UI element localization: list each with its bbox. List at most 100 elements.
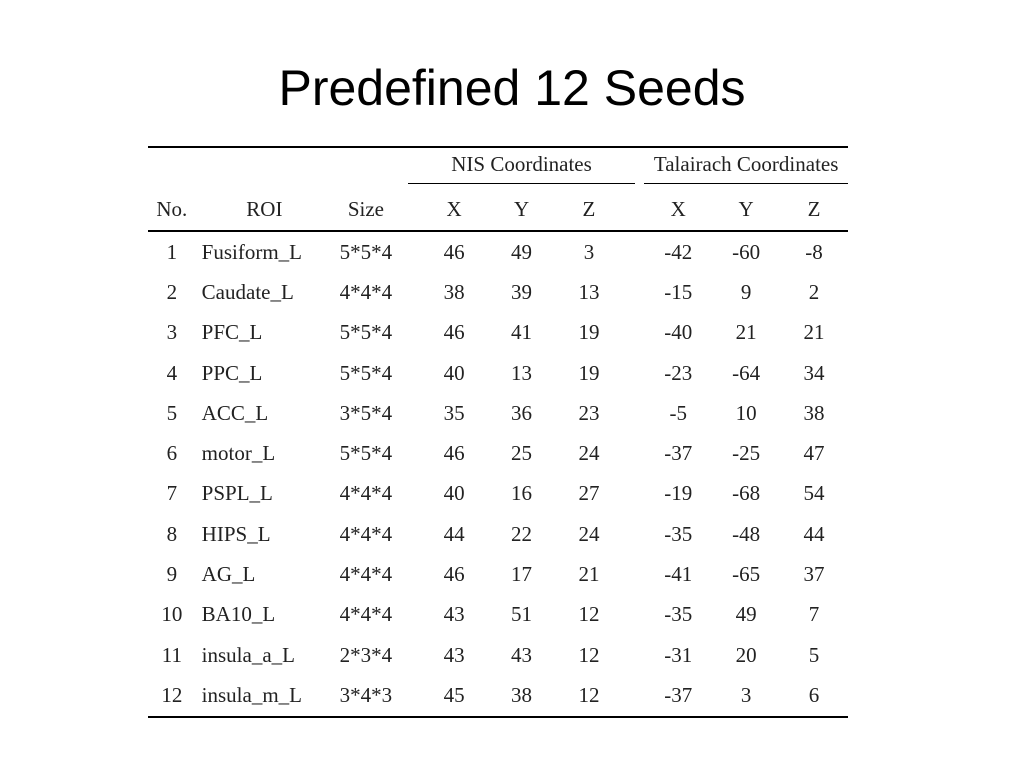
cell-roi: HIPS_L [201, 521, 271, 546]
cell-roi: Caudate_L [201, 279, 294, 304]
cell-size: 3*5*4 [339, 400, 393, 425]
cell-tal-x: -31 [664, 642, 693, 667]
cell-nis-x: 38 [443, 279, 465, 304]
cell-tal-y: -68 [732, 481, 761, 506]
cell-size: 4*4*4 [339, 279, 393, 304]
cell-tal-x: -19 [664, 481, 693, 506]
cell-no: 4 [166, 360, 178, 385]
cell-no: 1 [166, 239, 178, 264]
table-row: 2 Caudate_L 4*4*4 38 39 13 -15 9 2 [148, 272, 848, 312]
cell-nis-x: 44 [443, 521, 465, 546]
seeds-table-container: NIS Coordinates Talairach Coordinates No… [148, 146, 848, 718]
cell-tal-z: 34 [803, 360, 825, 385]
cell-tal-x: -41 [664, 562, 693, 587]
cell-tal-z: 2 [808, 279, 820, 304]
cell-tal-y: 20 [735, 642, 757, 667]
cell-nis-y: 36 [511, 400, 533, 425]
cell-no: 5 [166, 400, 178, 425]
col-header-size: Size [333, 188, 399, 232]
cell-tal-y: 49 [735, 602, 757, 627]
cell-nis-y: 13 [511, 360, 533, 385]
cell-nis-z: 23 [578, 400, 600, 425]
cell-roi: PSPL_L [201, 481, 273, 506]
cell-nis-x: 46 [443, 441, 465, 466]
col-header-tal-z: Z [780, 188, 848, 232]
cell-tal-y: -65 [732, 562, 761, 587]
cell-tal-z: 38 [803, 400, 825, 425]
nis-coordinates-header: NIS Coordinates [408, 152, 635, 184]
table-row: 7 PSPL_L 4*4*4 40 16 27 -19 -68 54 [148, 474, 848, 514]
cell-nis-x: 40 [443, 360, 465, 385]
col-header-roi: ROI [195, 188, 334, 232]
cell-size: 5*5*4 [339, 239, 393, 264]
cell-nis-y: 38 [487, 675, 556, 718]
cell-tal-z: 47 [803, 441, 825, 466]
cell-tal-y: -48 [732, 521, 761, 546]
column-header-row: No. ROI Size X Y Z X Y Z [148, 188, 848, 232]
cell-roi: PFC_L [201, 320, 263, 345]
cell-roi: BA10_L [201, 602, 276, 627]
cell-size: 5*5*4 [339, 320, 393, 345]
cell-no: 2 [166, 279, 178, 304]
cell-size: 5*5*4 [339, 441, 393, 466]
cell-roi: insula_m_L [195, 675, 334, 718]
cell-tal-z: 44 [803, 521, 825, 546]
cell-nis-z: 19 [578, 360, 600, 385]
slide-title: Predefined 12 Seeds [278, 60, 746, 116]
cell-nis-y: 25 [511, 441, 533, 466]
cell-nis-y: 22 [511, 521, 533, 546]
cell-no: 8 [166, 521, 178, 546]
table-row: 5 ACC_L 3*5*4 35 36 23 -5 10 38 [148, 393, 848, 433]
cell-tal-z: 37 [803, 562, 825, 587]
cell-tal-z: 21 [803, 320, 825, 345]
cell-tal-y: 9 [740, 279, 752, 304]
cell-tal-z: 6 [780, 675, 848, 718]
cell-no: 10 [161, 602, 183, 627]
col-header-tal-y: Y [712, 188, 781, 232]
cell-nis-x: 46 [443, 239, 465, 264]
cell-nis-y: 49 [511, 239, 533, 264]
cell-nis-z: 12 [578, 602, 600, 627]
cell-nis-z: 27 [578, 481, 600, 506]
seeds-table: NIS Coordinates Talairach Coordinates No… [148, 146, 848, 718]
cell-tal-x: -37 [664, 441, 693, 466]
col-header-nis-z: Z [555, 188, 623, 232]
table-row: 6 motor_L 5*5*4 46 25 24 -37 -25 47 [148, 433, 848, 473]
cell-tal-z: 7 [808, 602, 820, 627]
cell-tal-y: -60 [732, 239, 761, 264]
cell-tal-y: 3 [712, 675, 781, 718]
cell-nis-x: 40 [443, 481, 465, 506]
group-header-row: NIS Coordinates Talairach Coordinates [148, 146, 848, 188]
cell-nis-z: 12 [555, 675, 623, 718]
table-row: 10 BA10_L 4*4*4 43 51 12 -35 49 7 [148, 595, 848, 635]
cell-roi: ACC_L [201, 400, 269, 425]
cell-nis-x: 46 [443, 320, 465, 345]
cell-nis-z: 12 [578, 642, 600, 667]
table-row: 11 insula_a_L 2*3*4 43 43 12 -31 20 5 [148, 635, 848, 675]
table-row: 4 PPC_L 5*5*4 40 13 19 -23 -64 34 [148, 353, 848, 393]
cell-no: 12 [148, 675, 196, 718]
cell-nis-z: 3 [583, 239, 595, 264]
cell-tal-x: -42 [664, 239, 693, 264]
table-row: 12 insula_m_L 3*4*3 45 38 12 -37 3 6 [148, 675, 848, 718]
cell-size: 4*4*4 [339, 602, 393, 627]
cell-tal-y: 10 [735, 400, 757, 425]
cell-size: 4*4*4 [339, 521, 393, 546]
cell-size: 3*4*3 [333, 675, 399, 718]
cell-tal-y: -25 [732, 441, 761, 466]
cell-roi: motor_L [201, 441, 276, 466]
cell-roi: Fusiform_L [201, 239, 303, 264]
cell-tal-y: -64 [732, 360, 761, 385]
table-row: 8 HIPS_L 4*4*4 44 22 24 -35 -48 44 [148, 514, 848, 554]
cell-nis-y: 16 [511, 481, 533, 506]
cell-tal-z: 5 [808, 642, 820, 667]
cell-nis-z: 24 [578, 521, 600, 546]
cell-size: 4*4*4 [339, 562, 393, 587]
cell-tal-x: -35 [664, 602, 693, 627]
cell-size: 2*3*4 [339, 642, 393, 667]
cell-nis-y: 41 [511, 320, 533, 345]
cell-size: 5*5*4 [339, 360, 393, 385]
talairach-coordinates-header: Talairach Coordinates [644, 152, 848, 184]
table-row: 3 PFC_L 5*5*4 46 41 19 -40 21 21 [148, 313, 848, 353]
cell-roi: AG_L [201, 562, 256, 587]
